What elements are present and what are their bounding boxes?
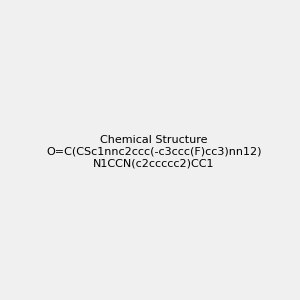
Text: Chemical Structure
O=C(CSc1nnc2ccc(-c3ccc(F)cc3)nn12)
N1CCN(c2ccccc2)CC1: Chemical Structure O=C(CSc1nnc2ccc(-c3cc…	[46, 135, 262, 168]
